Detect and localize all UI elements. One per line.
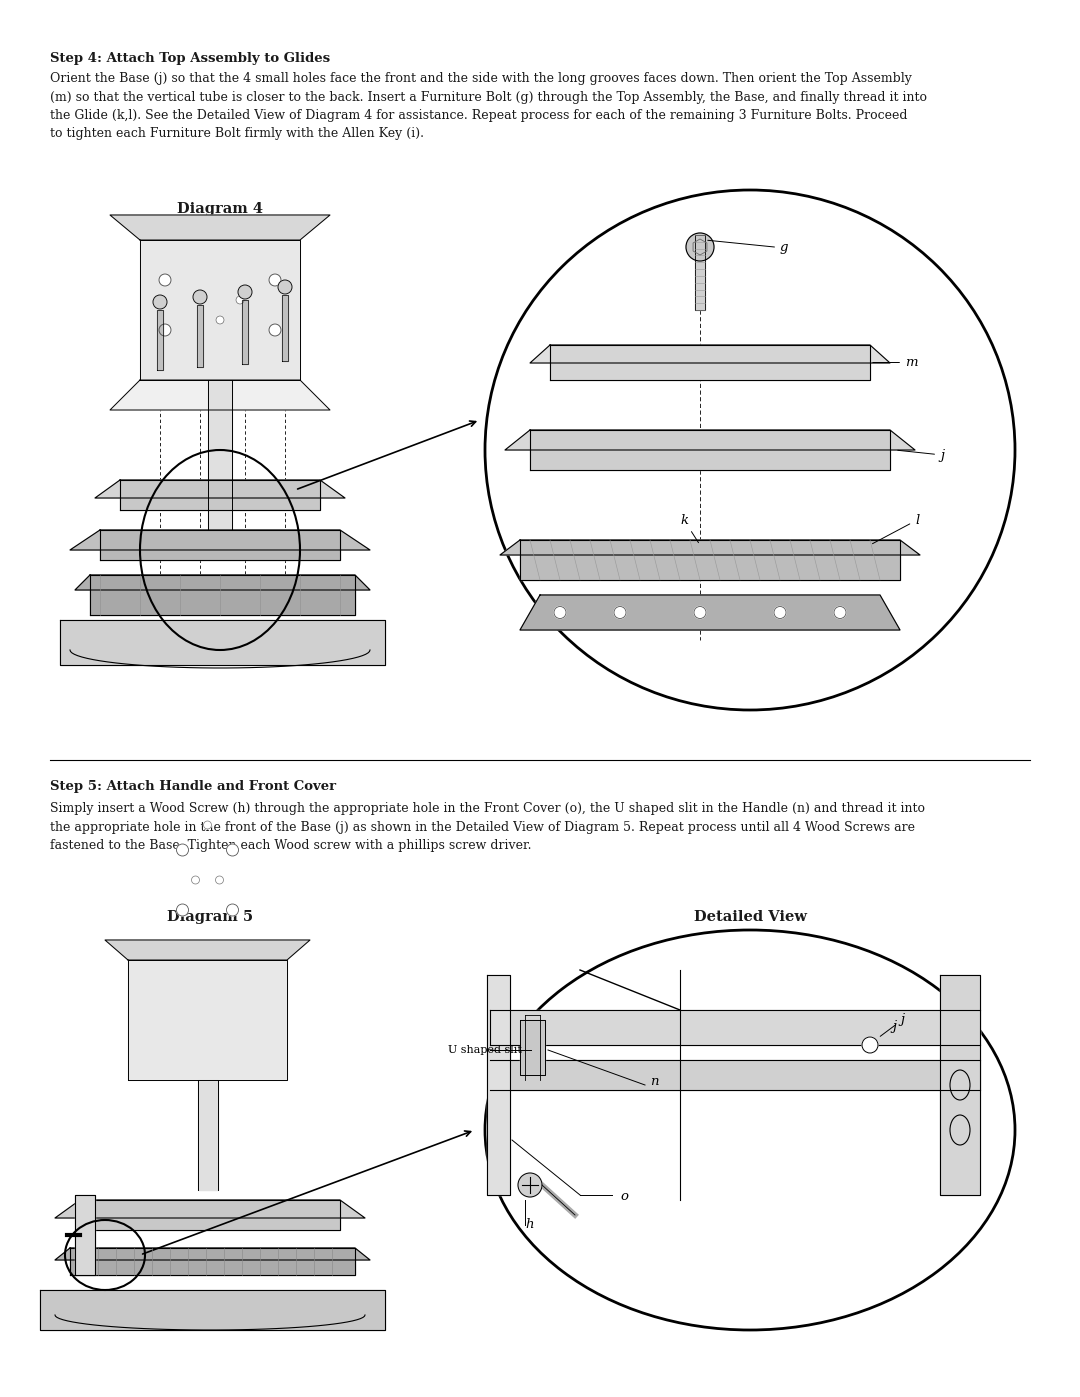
Text: Simply insert a Wood Screw (h) through the appropriate hole in the Front Cover (: Simply insert a Wood Screw (h) through t… — [50, 802, 924, 852]
Polygon shape — [110, 380, 330, 409]
Text: Step 5: Attach Handle and Front Cover: Step 5: Attach Handle and Front Cover — [50, 780, 336, 793]
Circle shape — [862, 1037, 878, 1053]
Circle shape — [686, 233, 714, 261]
Polygon shape — [696, 235, 705, 310]
Circle shape — [237, 296, 244, 305]
Polygon shape — [70, 1248, 355, 1275]
Polygon shape — [100, 529, 340, 560]
Circle shape — [227, 844, 239, 856]
Text: j: j — [892, 1020, 896, 1032]
Text: U shaped slit: U shaped slit — [448, 1045, 522, 1055]
Text: Orient the Base (j) so that the 4 small holes face the front and the side with t: Orient the Base (j) so that the 4 small … — [50, 73, 927, 141]
Text: j: j — [897, 448, 944, 461]
Text: Diagram 4: Diagram 4 — [177, 203, 264, 217]
Circle shape — [203, 821, 212, 828]
Polygon shape — [120, 481, 320, 510]
Polygon shape — [140, 240, 300, 380]
Text: Detailed View: Detailed View — [693, 909, 807, 923]
Polygon shape — [129, 960, 287, 1080]
Polygon shape — [55, 1200, 365, 1218]
Polygon shape — [519, 595, 900, 630]
Circle shape — [834, 606, 846, 619]
Polygon shape — [282, 295, 288, 360]
Circle shape — [216, 316, 224, 324]
Circle shape — [195, 296, 204, 305]
Polygon shape — [487, 975, 510, 1194]
Text: Detailed View: Detailed View — [693, 203, 807, 217]
Polygon shape — [105, 940, 310, 960]
Polygon shape — [198, 1080, 217, 1190]
Polygon shape — [530, 430, 890, 469]
Polygon shape — [519, 1020, 545, 1076]
Polygon shape — [80, 1200, 340, 1229]
Polygon shape — [40, 1289, 384, 1330]
Polygon shape — [70, 529, 370, 550]
Text: Diagram 5: Diagram 5 — [167, 909, 253, 923]
Polygon shape — [95, 481, 345, 497]
Circle shape — [554, 606, 566, 619]
Polygon shape — [60, 620, 384, 665]
Polygon shape — [490, 1060, 980, 1090]
Circle shape — [278, 279, 292, 293]
Polygon shape — [530, 345, 890, 363]
Circle shape — [216, 876, 224, 884]
Circle shape — [153, 295, 167, 309]
Circle shape — [238, 285, 252, 299]
Polygon shape — [500, 541, 920, 555]
Circle shape — [159, 274, 171, 286]
Polygon shape — [505, 430, 915, 450]
Polygon shape — [550, 345, 870, 380]
Circle shape — [269, 324, 281, 337]
Text: n: n — [650, 1076, 659, 1088]
Text: l: l — [873, 514, 919, 543]
Ellipse shape — [485, 930, 1015, 1330]
Circle shape — [774, 606, 786, 619]
Circle shape — [176, 844, 189, 856]
Polygon shape — [90, 576, 355, 615]
Polygon shape — [940, 975, 980, 1194]
Circle shape — [227, 904, 239, 916]
Text: o: o — [620, 1190, 627, 1203]
Polygon shape — [197, 305, 203, 367]
Circle shape — [518, 1173, 542, 1197]
Polygon shape — [242, 300, 248, 365]
Text: k: k — [680, 514, 699, 542]
Text: j: j — [880, 1013, 904, 1037]
Circle shape — [193, 291, 207, 305]
Circle shape — [269, 274, 281, 286]
Text: g: g — [707, 240, 788, 254]
Circle shape — [159, 324, 171, 337]
Polygon shape — [55, 1248, 370, 1260]
Circle shape — [694, 606, 706, 619]
Polygon shape — [157, 310, 163, 370]
Polygon shape — [75, 576, 370, 590]
Circle shape — [176, 904, 189, 916]
Circle shape — [615, 606, 626, 619]
Text: h: h — [525, 1218, 534, 1231]
Polygon shape — [75, 1194, 95, 1275]
Circle shape — [191, 876, 200, 884]
Polygon shape — [519, 541, 900, 580]
Text: Step 4: Attach Top Assembly to Glides: Step 4: Attach Top Assembly to Glides — [50, 52, 330, 66]
Polygon shape — [110, 215, 330, 240]
Polygon shape — [208, 380, 232, 529]
Polygon shape — [490, 1010, 980, 1045]
Ellipse shape — [485, 190, 1015, 710]
Text: m: m — [873, 356, 918, 369]
